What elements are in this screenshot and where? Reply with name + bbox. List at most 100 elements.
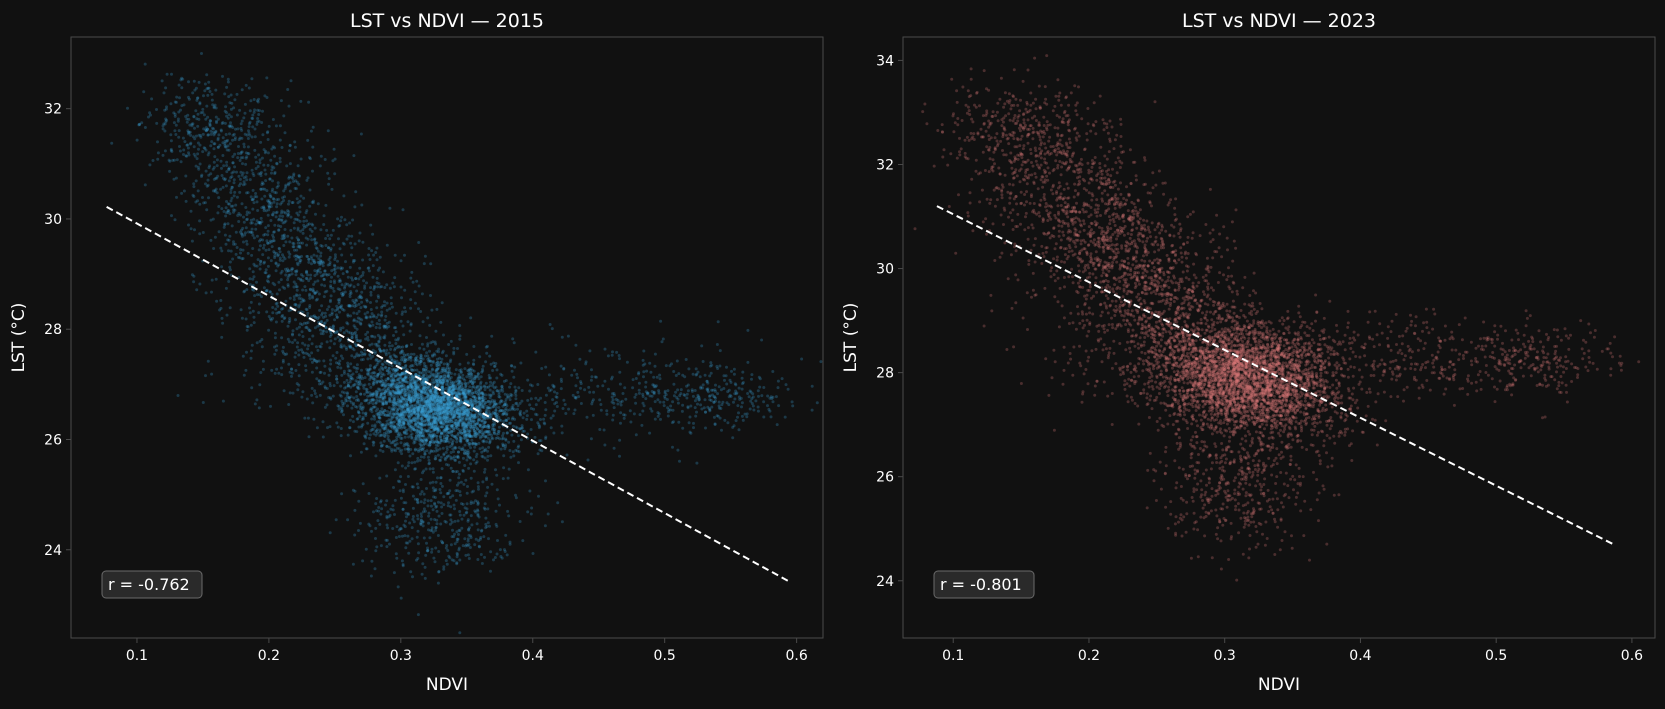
scatter-point — [433, 395, 436, 399]
scatter-point — [300, 254, 303, 258]
scatter-point — [274, 215, 278, 219]
scatter-point — [465, 433, 469, 437]
scatter-point — [526, 378, 530, 382]
scatter-point — [491, 384, 495, 388]
scatter-point — [415, 279, 419, 283]
scatter-point — [255, 219, 259, 223]
scatter-point — [436, 444, 440, 448]
scatter-point — [483, 470, 486, 474]
scatter-point — [428, 451, 432, 455]
scatter-point — [429, 370, 433, 374]
scatter-point — [361, 422, 365, 426]
scatter-point — [373, 371, 377, 375]
scatter-point — [225, 313, 229, 317]
scatter-point — [180, 191, 184, 195]
scatter-point — [223, 222, 227, 226]
scatter-point — [405, 388, 409, 392]
scatter-point — [399, 404, 403, 408]
scatter-point — [487, 445, 491, 449]
scatter-point — [369, 429, 373, 433]
scatter-point — [245, 328, 249, 332]
scatter-point — [420, 371, 424, 375]
scatter-point — [193, 126, 196, 130]
scatter-point — [453, 372, 457, 376]
scatter-point — [266, 151, 270, 155]
scatter-point — [424, 377, 428, 381]
scatter-point — [348, 345, 352, 349]
scatter-point — [467, 428, 470, 432]
scatter-point — [415, 368, 419, 372]
scatter-point — [487, 426, 491, 430]
scatter-point — [392, 404, 396, 408]
scatter-point — [288, 240, 292, 244]
scatter-point — [497, 392, 501, 396]
scatter-point — [302, 321, 306, 325]
scatter-point — [372, 314, 376, 318]
scatter-point — [363, 286, 367, 290]
scatter-point — [341, 307, 345, 311]
scatter-point — [382, 349, 386, 353]
scatter-point — [465, 426, 469, 430]
scatter-point — [433, 433, 437, 437]
scatter-point — [318, 263, 322, 267]
scatter-point — [474, 398, 478, 402]
scatter-point — [358, 404, 362, 408]
scatter-point — [439, 320, 443, 324]
scatter-point — [433, 408, 437, 412]
scatter-point — [110, 141, 114, 145]
scatter-point — [266, 264, 270, 268]
scatter-point — [418, 346, 422, 350]
scatter-point — [212, 147, 216, 151]
scatter-point — [198, 232, 202, 236]
scatter-point — [437, 350, 441, 354]
scatter-point — [289, 79, 293, 83]
scatter-point — [392, 334, 395, 337]
scatter-point — [374, 409, 378, 413]
scatter-point — [336, 287, 340, 291]
scatter-point — [397, 423, 401, 427]
scatter-point — [358, 379, 362, 383]
scatter-point — [428, 433, 432, 437]
scatter-point — [458, 375, 462, 379]
scatter-point — [213, 235, 217, 239]
scatter-point — [266, 275, 270, 279]
scatter-point — [514, 448, 518, 452]
scatter-point — [474, 434, 478, 438]
scatter-point — [470, 438, 474, 442]
scatter-point — [439, 375, 443, 379]
scatter-point — [494, 414, 498, 418]
scatter-point — [427, 356, 431, 360]
scatter-point — [212, 247, 216, 250]
scatter-point — [306, 416, 310, 420]
scatter-point — [463, 378, 467, 382]
scatter-point — [393, 444, 397, 448]
scatter-point — [331, 159, 335, 163]
scatter-point — [374, 454, 378, 458]
scatter-point — [421, 379, 425, 382]
scatter-point — [463, 382, 467, 386]
scatter-point — [442, 417, 446, 421]
scatter-point — [432, 419, 436, 423]
scatter-point — [444, 405, 448, 409]
scatter-point — [378, 399, 382, 403]
scatter-point — [228, 132, 231, 136]
scatter-point — [390, 383, 394, 387]
scatter-point — [361, 271, 365, 274]
scatter-point — [415, 482, 419, 486]
scatter-point — [421, 387, 425, 391]
scatter-point — [356, 417, 360, 421]
scatter-point — [461, 424, 464, 428]
scatter-point — [392, 393, 396, 397]
scatter-point — [411, 399, 414, 403]
scatter-point — [287, 104, 291, 108]
scatter-point — [565, 453, 569, 457]
scatter-point — [440, 467, 444, 471]
scatter-point — [450, 429, 454, 433]
scatter-point — [458, 368, 462, 372]
scatter-point — [455, 427, 459, 430]
scatter-point — [214, 88, 218, 92]
scatter-point — [391, 441, 395, 445]
scatter-point — [476, 421, 480, 425]
scatter-point — [390, 374, 393, 378]
scatter-point — [399, 406, 403, 410]
